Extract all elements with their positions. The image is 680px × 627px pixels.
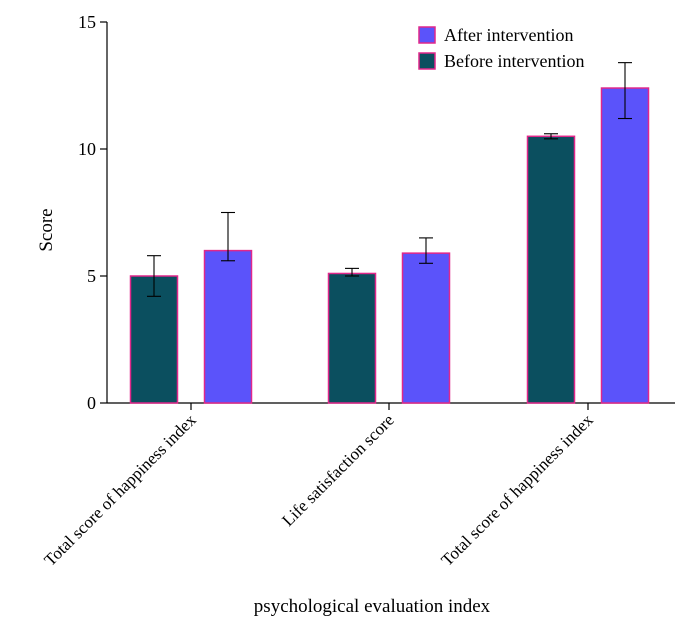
legend-swatch xyxy=(418,26,436,44)
bar-before xyxy=(526,135,576,404)
bar-before xyxy=(129,275,179,404)
bar-after xyxy=(203,249,253,404)
legend-label: Before intervention xyxy=(444,51,584,71)
bar-after xyxy=(401,252,451,404)
bar-after xyxy=(600,87,650,404)
legend-label: After intervention xyxy=(444,25,573,45)
x-tick-label: Total score of happiness index xyxy=(437,410,597,570)
y-tick-label: 5 xyxy=(87,266,96,286)
y-axis-label: Score xyxy=(36,208,57,251)
y-tick-label: 10 xyxy=(78,139,96,159)
bar-before xyxy=(327,272,377,404)
error-bars xyxy=(147,62,632,297)
x-tick-label: Total score of happiness index xyxy=(40,410,200,570)
x-axis-label: psychological evaluation index xyxy=(254,596,491,617)
legend: After intervention Before intervention xyxy=(418,25,584,71)
x-tick-label: Life satisfaction score xyxy=(278,410,398,530)
legend-swatch xyxy=(418,52,436,70)
y-tick-label: 0 xyxy=(87,393,96,413)
bars xyxy=(129,87,650,404)
y-tick-label: 15 xyxy=(78,12,96,32)
